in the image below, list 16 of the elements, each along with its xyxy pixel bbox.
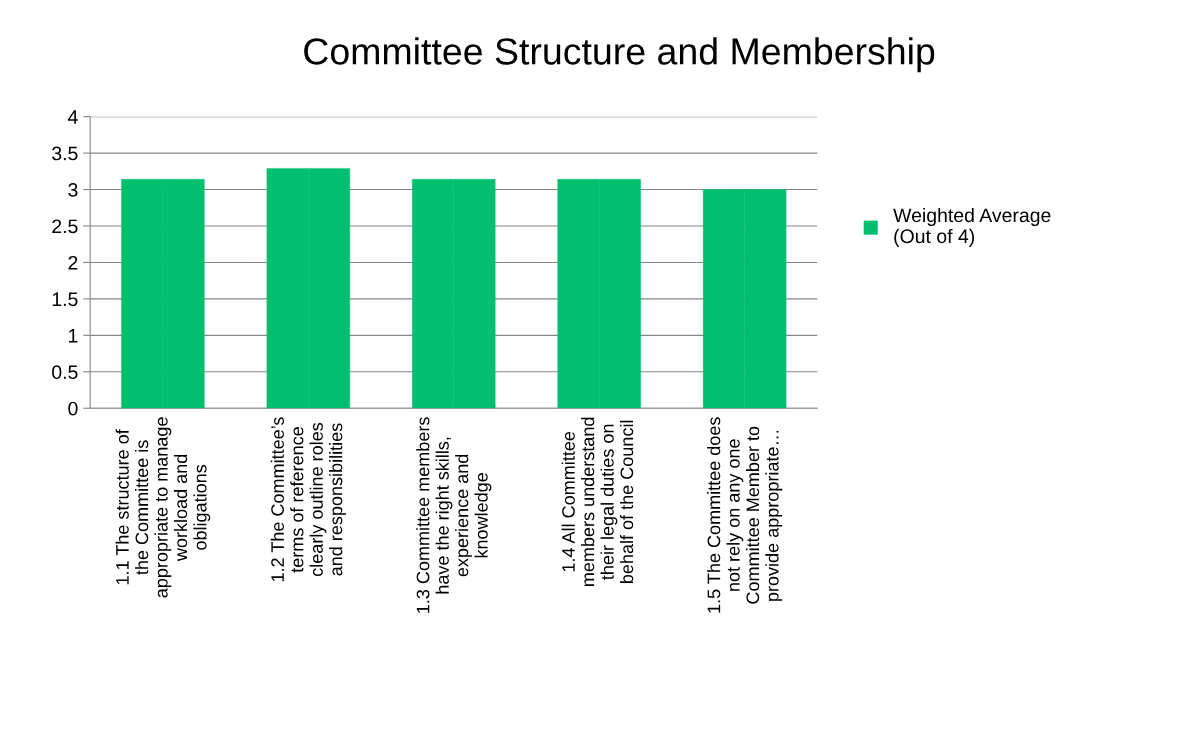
y-tick-label: 0 (68, 401, 78, 416)
y-tick-label: 4 (67, 110, 78, 124)
x-tick-label: 1.5 The Committee does not rely on any one Committee Member to provide appropriate… (707, 417, 783, 613)
y-tick-label: 3.5 (52, 146, 78, 161)
x-tick-label: 1.2 The Committee’s terms of reference clearly outline roles and responsibilities (270, 417, 346, 582)
y-tick-label: 1.5 (52, 292, 78, 307)
y-tick-label: 2.5 (52, 219, 78, 234)
y-tick-label: 3 (68, 183, 78, 197)
y-tick-label: 2 (68, 255, 78, 270)
x-tick-label: 1.1 The structure of the Committee is appropriate to manage workload and obligations (115, 417, 211, 598)
y-tick-label: 1 (69, 329, 78, 343)
y-tick-label: 0.5 (52, 365, 78, 380)
legend-label: Weighted Average (Out of 4) (893, 207, 1051, 247)
x-tick-label: 1.4 All Committee members understand their legal duties on behalf of the Council (561, 417, 634, 586)
x-tick-label: 1.3 Committee members have the right skills, experience and knowledge (416, 417, 492, 613)
chart-title: Committee Structure and Membership (304, 37, 935, 73)
